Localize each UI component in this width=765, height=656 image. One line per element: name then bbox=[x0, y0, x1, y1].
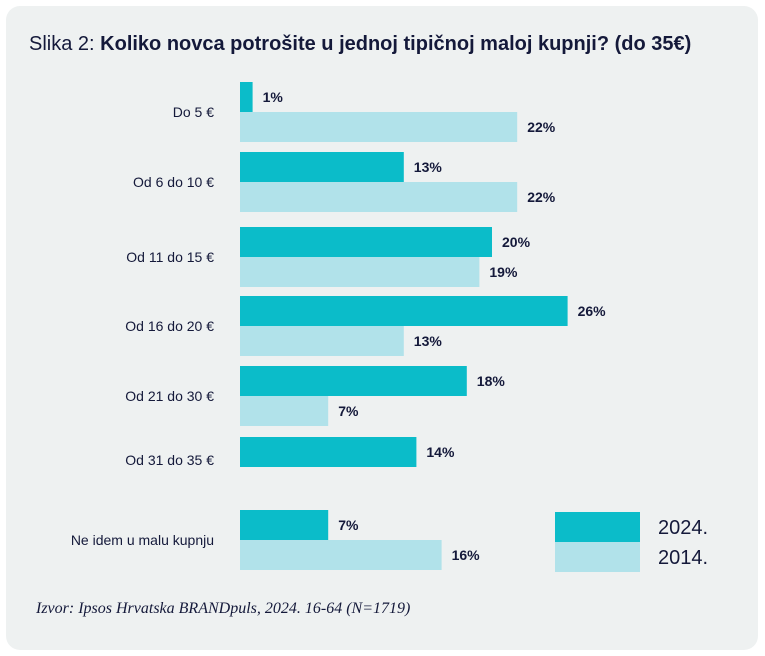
bar-2024-ne-idem-u-malu-kupnju bbox=[240, 510, 329, 540]
data-label-2014-od-21-do-30-eur: 7% bbox=[338, 403, 359, 419]
category-label-od-6-do-10-eur: Od 6 do 10 € bbox=[133, 174, 214, 190]
category-label-ne-idem-u-malu-kupnju: Ne idem u malu kupnju bbox=[71, 532, 214, 548]
bar-2024-od-31-do-35-eur bbox=[240, 437, 417, 467]
chart-title: Slika 2: Koliko novca potrošite u jednoj… bbox=[29, 33, 691, 56]
data-label-2024-do-5-eur: 1% bbox=[263, 89, 284, 105]
legend-label-2014: 2014. bbox=[658, 547, 708, 569]
chart-title-text: Koliko novca potrošite u jednoj tipičnoj… bbox=[100, 33, 692, 55]
category-label-od-31-do-35-eur: Od 31 do 35 € bbox=[125, 452, 214, 468]
bar-2014-od-21-do-30-eur bbox=[240, 396, 329, 426]
bar-2024-od-6-do-10-eur bbox=[240, 152, 404, 182]
data-label-2014-od-16-do-20-eur: 13% bbox=[414, 333, 443, 349]
data-label-2024-ne-idem-u-malu-kupnju: 7% bbox=[338, 517, 359, 533]
data-label-2024-od-11-do-15-eur: 20% bbox=[502, 234, 531, 250]
bar-2014-do-5-eur bbox=[240, 112, 518, 142]
data-label-2024-od-6-do-10-eur: 13% bbox=[414, 159, 443, 175]
category-label-od-11-do-15-eur: Od 11 do 15 € bbox=[126, 249, 214, 265]
data-label-2024-od-16-do-20-eur: 26% bbox=[578, 303, 607, 319]
data-label-2014-od-11-do-15-eur: 19% bbox=[489, 264, 518, 280]
bar-2024-od-11-do-15-eur bbox=[240, 227, 492, 257]
bar-2014-ne-idem-u-malu-kupnju bbox=[240, 540, 442, 570]
legend-swatch-2024 bbox=[555, 512, 640, 542]
bar-2014-od-11-do-15-eur bbox=[240, 257, 480, 287]
legend-swatch-2014 bbox=[555, 542, 640, 572]
data-label-2024-od-21-do-30-eur: 18% bbox=[477, 373, 506, 389]
data-label-2014-od-6-do-10-eur: 22% bbox=[527, 189, 556, 205]
data-label-2014-ne-idem-u-malu-kupnju: 16% bbox=[452, 547, 481, 563]
source-note: Izvor: Ipsos Hrvatska BRANDpuls, 2024. 1… bbox=[36, 600, 411, 617]
data-label-2014-do-5-eur: 22% bbox=[527, 119, 556, 135]
bar-2024-od-16-do-20-eur bbox=[240, 296, 568, 326]
bar-2024-od-21-do-30-eur bbox=[240, 366, 467, 396]
bar-2024-do-5-eur bbox=[240, 82, 253, 112]
category-label-do-5-eur: Do 5 € bbox=[173, 104, 214, 120]
legend-label-2024: 2024. bbox=[658, 517, 708, 539]
bar-2014-od-16-do-20-eur bbox=[240, 326, 404, 356]
category-label-od-16-do-20-eur: Od 16 do 20 € bbox=[125, 318, 214, 334]
figure-number: Slika 2: bbox=[29, 33, 101, 55]
category-label-od-21-do-30-eur: Od 21 do 30 € bbox=[125, 388, 214, 404]
bar-2014-od-6-do-10-eur bbox=[240, 182, 518, 212]
data-label-2024-od-31-do-35-eur: 14% bbox=[426, 444, 455, 460]
